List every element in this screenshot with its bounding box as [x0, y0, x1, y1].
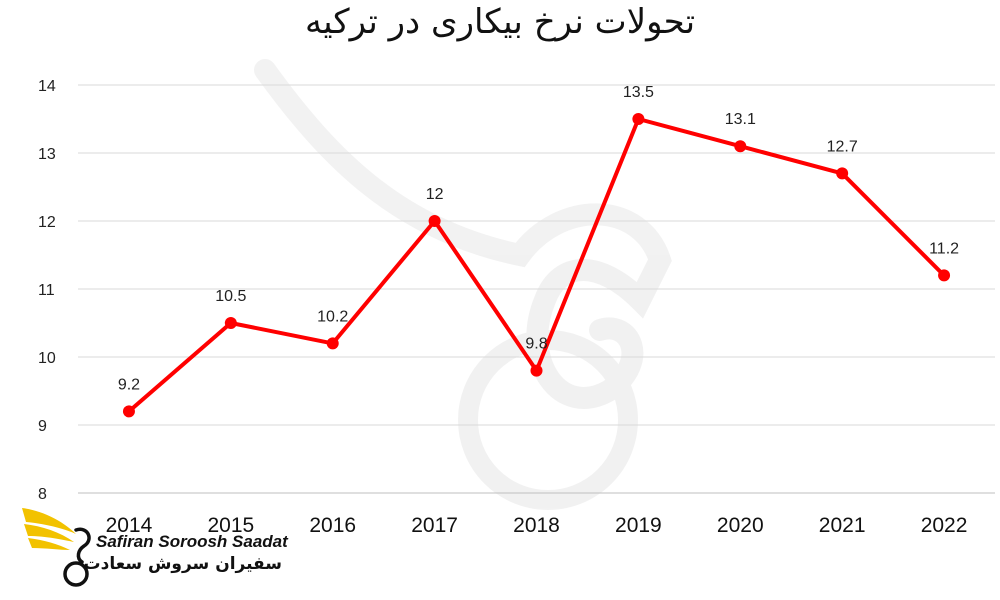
y-tick-label: 14	[38, 78, 56, 95]
y-tick-label: 11	[38, 282, 55, 299]
unemployment-series	[122, 113, 951, 418]
data-point	[428, 215, 441, 227]
data-labels: 9.2 10.5 10.2 12 9.8 13.5 13.1 12.7 11.2	[118, 84, 959, 393]
y-tick-label: 8	[38, 486, 47, 503]
data-point	[122, 405, 135, 418]
data-point	[836, 167, 849, 180]
x-tick-label: 2014	[106, 514, 153, 537]
x-tick-label: 2022	[921, 514, 968, 537]
data-label: 10.5	[215, 288, 246, 305]
x-tick-label: 2015	[207, 514, 254, 537]
data-label: 11.2	[929, 240, 959, 257]
data-label: 9.8	[525, 336, 547, 353]
y-gridlines	[78, 84, 995, 494]
brand-logo: Safiran Soroosh Saadat سفیران سروش سعادت	[18, 500, 288, 590]
data-point	[734, 140, 747, 153]
data-label: 12.7	[827, 138, 858, 155]
logo-latin-text: Safiran Soroosh Saadat	[96, 532, 288, 551]
faint-bird-watermark	[254, 59, 672, 510]
data-point	[938, 269, 951, 282]
y-axis-ticks: 8 9 10 11 12 13 14	[38, 78, 56, 503]
logo-persian-text: سفیران سروش سعادت	[83, 554, 282, 574]
x-tick-label: 2018	[513, 514, 560, 537]
data-label: 12	[426, 186, 444, 203]
x-tick-label: 2021	[819, 514, 866, 537]
x-tick-label: 2017	[411, 514, 458, 537]
data-label: 13.1	[725, 111, 756, 128]
x-tick-label: 2019	[615, 514, 662, 537]
data-point	[530, 364, 543, 377]
y-tick-label: 12	[38, 214, 56, 231]
y-tick-label: 9	[38, 418, 47, 435]
data-label: 13.5	[623, 84, 654, 101]
x-axis-ticks: 2014 2015 2016 2017 2018 2019 2020 2021 2022	[106, 514, 968, 537]
x-tick-label: 2016	[309, 514, 356, 537]
x-tick-label: 2020	[717, 514, 764, 537]
data-point	[326, 337, 339, 350]
y-tick-label: 10	[38, 350, 56, 367]
wing-logo-icon	[22, 508, 91, 587]
y-tick-label: 13	[38, 146, 56, 163]
chart-title: تحولات نرخ بیکاری در ترکیه	[304, 2, 696, 42]
data-point	[632, 113, 645, 125]
data-label: 9.2	[118, 376, 140, 393]
data-label: 10.2	[317, 308, 348, 325]
data-point	[224, 317, 237, 329]
